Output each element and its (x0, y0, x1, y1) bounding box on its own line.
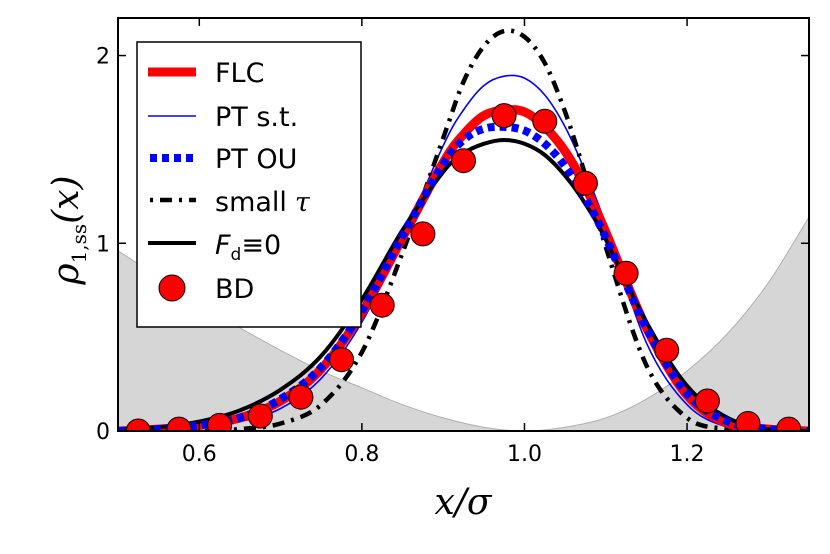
y-axis-label-arg: (x) (46, 175, 87, 223)
y-axis-label-main: ρ (46, 263, 87, 285)
bd-marker-point (207, 412, 233, 431)
bd-marker-point (410, 221, 436, 247)
legend-label-bd: BD (215, 274, 254, 305)
bd-marker-point (532, 108, 558, 134)
bd-marker-point (735, 411, 761, 431)
x-tick-label: 0.6 (182, 442, 217, 467)
legend-entry-flc: FLC (148, 58, 264, 89)
y-axis-label-sub: 1,ss (67, 224, 91, 264)
bd-marker-point (451, 148, 476, 174)
legend-entry-bd: BD (158, 274, 254, 305)
legend-entry-fd-zero: Fd≡0 (148, 230, 281, 265)
legend-label-fd-zero: Fd≡0 (215, 230, 281, 265)
plot-area (118, 28, 809, 431)
plot-frame (117, 17, 810, 432)
series-line-small (118, 28, 809, 431)
legend-label-tau: τ (295, 187, 311, 218)
background-potential-area (118, 216, 809, 431)
legend-entry-pt-st: PT s.t. (148, 102, 298, 133)
legend: FLC PT s.t. PT OU small τ Fd≡0 BD (136, 41, 362, 328)
bd-marker-point (654, 337, 680, 363)
legend-label-fd-sub: d (231, 245, 242, 265)
legend-label-flc: FLC (215, 58, 264, 89)
y-tick-label: 1 (96, 232, 110, 257)
bd-marker-point (694, 388, 720, 414)
series-line-pt-ou (118, 122, 809, 431)
legend-label-small-text: small (215, 187, 287, 218)
bd-marker-point (125, 418, 151, 431)
legend-entry-small-tau: small τ (150, 187, 311, 218)
bd-marker-point (247, 403, 273, 429)
bd-marker-point (572, 170, 598, 196)
y-tick-label: 2 (96, 45, 110, 70)
legend-label-small-tau: small τ (215, 187, 311, 218)
y-axis-label: ρ1,ss(x) (46, 175, 91, 285)
legend-label-fd-tail: ≡0 (241, 230, 281, 261)
bd-marker-point (166, 416, 192, 431)
bd-marker-point (491, 103, 517, 129)
bd-marker-point (369, 292, 395, 318)
y-tick-label: 0 (96, 420, 110, 445)
x-tick-label: 1.0 (507, 442, 542, 467)
legend-entry-pt-ou: PT OU (150, 144, 297, 175)
ticks-layer: 0.6 0.8 1.0 1.2 0 1 2 (96, 18, 809, 467)
x-tick-label: 1.2 (670, 442, 705, 467)
legend-label-pt-ou: PT OU (215, 144, 297, 175)
bd-marker-point (329, 347, 355, 373)
bd-marker-point (613, 260, 639, 286)
bd-marker-point (288, 384, 314, 410)
x-axis-label: x/σ (434, 482, 492, 523)
legend-swatch-bd (158, 274, 186, 302)
x-tick-label: 0.8 (344, 442, 379, 467)
marker-layer (125, 103, 802, 431)
bd-marker-point (776, 416, 802, 431)
legend-label-pt-st: PT s.t. (215, 102, 298, 133)
legend-label-fd-f: F (215, 230, 231, 261)
